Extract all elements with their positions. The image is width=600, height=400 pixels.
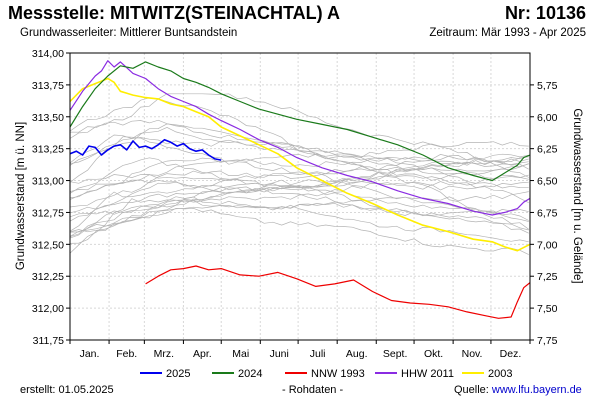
y-tick-label: 314,00: [32, 48, 64, 60]
source-link[interactable]: www.lfu.bayern.de: [491, 384, 582, 396]
y2-tick-label: 5,75: [537, 80, 558, 92]
y-tick-label: 313,25: [32, 144, 64, 156]
month-tick-label: Mai: [232, 348, 249, 360]
aquifer-label: Grundwasserleiter: Mittlerer Buntsandste…: [20, 27, 238, 39]
y-tick-label: 313,75: [32, 80, 64, 92]
y2-tick-label: 7,25: [537, 271, 558, 283]
background-year-line: [69, 93, 529, 178]
grid: [70, 53, 530, 340]
y-tick-label: 312,75: [32, 207, 64, 219]
background-year-line: [69, 141, 529, 200]
y2-tick-label: 7,75: [537, 335, 558, 347]
background-year-line: [69, 163, 529, 208]
y-tick-label: 312,50: [32, 239, 64, 251]
y2-tick-label: 6,00: [537, 112, 558, 124]
axis-ticks: Jan. Feb. Mrz. Apr. Mai Juni Juli Aug. Sept. Okt.…: [32, 48, 558, 360]
month-tick-label: Nov.: [462, 348, 483, 360]
rawdata-note: - Rohdaten -: [282, 384, 344, 396]
y2-axis-label: Grundwasserstand [m u. Gelände]: [571, 108, 583, 283]
created-date: erstellt: 01.05.2025: [20, 384, 114, 396]
y-tick-label: 312,25: [32, 271, 64, 283]
month-tick-label: Apr.: [193, 348, 212, 360]
station-title: Messstelle: MITWITZ(STEINACHTAL) A: [8, 3, 340, 23]
legend-label-y2024: 2024: [238, 368, 262, 380]
series-line-hhw2011: [69, 60, 531, 216]
y-tick-label: 313,50: [32, 112, 64, 124]
series-line-y2025: [69, 138, 222, 161]
background-year-line: [69, 136, 529, 222]
legend-label-nnw1993: NNW 1993: [311, 368, 365, 380]
background-years: [69, 93, 529, 255]
background-year-line: [69, 191, 529, 233]
month-tick-label: Jan.: [80, 348, 100, 360]
month-tick-label: Feb.: [116, 348, 137, 360]
background-year-line: [69, 179, 529, 231]
y-axis-label: Grundwasserstand [m ü. NN]: [15, 122, 27, 270]
background-year-line: [69, 127, 529, 180]
background-year-line: [69, 196, 529, 243]
series-line-y2003: [69, 77, 531, 252]
background-year-line: [69, 174, 529, 218]
legend: 2025 2024 NNW 1993 HHW 2011 2003: [140, 368, 512, 380]
background-year-line: [69, 158, 529, 237]
month-tick-label: Juli: [310, 348, 326, 360]
month-tick-label: Juni: [270, 348, 289, 360]
y2-tick-label: 6,75: [537, 207, 558, 219]
source-prefix: Quelle:: [454, 384, 492, 396]
legend-label-y2003: 2003: [488, 368, 512, 380]
month-tick-label: Aug.: [346, 348, 368, 360]
y2-tick-label: 6,25: [537, 144, 558, 156]
period-label: Zeitraum: Mär 1993 - Apr 2025: [429, 27, 586, 39]
month-tick-label: Sept.: [383, 348, 408, 360]
background-year-line: [69, 156, 529, 238]
y-tick-label: 312,00: [32, 303, 64, 315]
y-tick-label: 313,00: [32, 176, 64, 188]
month-tick-label: Dez.: [500, 348, 522, 360]
y-tick-label: 311,75: [33, 335, 64, 347]
background-year-line: [69, 134, 529, 170]
background-year-line: [69, 155, 529, 244]
background-year-line: [69, 174, 529, 221]
plot-frame: [69, 52, 531, 341]
background-year-line: [69, 153, 529, 232]
month-tick-label: Mrz.: [154, 348, 174, 360]
source-note: Quelle: www.lfu.bayern.de: [454, 384, 582, 396]
series-line-y2024: [69, 61, 531, 182]
background-year-line: [69, 207, 529, 255]
background-year-line: [69, 163, 529, 214]
background-year-line: [69, 157, 529, 234]
y2-tick-label: 7,50: [537, 303, 558, 315]
y2-tick-label: 6,50: [537, 176, 558, 188]
legend-label-hhw2011: HHW 2011: [401, 368, 454, 380]
station-number: Nr: 10136: [504, 3, 586, 23]
background-year-line: [69, 119, 529, 204]
background-year-line: [69, 98, 529, 230]
series-lines: [69, 60, 531, 319]
y2-tick-label: 7,00: [537, 239, 558, 251]
month-tick-label: Okt.: [424, 348, 443, 360]
series-line-nnw1993: [145, 265, 531, 319]
background-year-line: [69, 181, 529, 222]
legend-label-y2025: 2025: [166, 368, 190, 380]
